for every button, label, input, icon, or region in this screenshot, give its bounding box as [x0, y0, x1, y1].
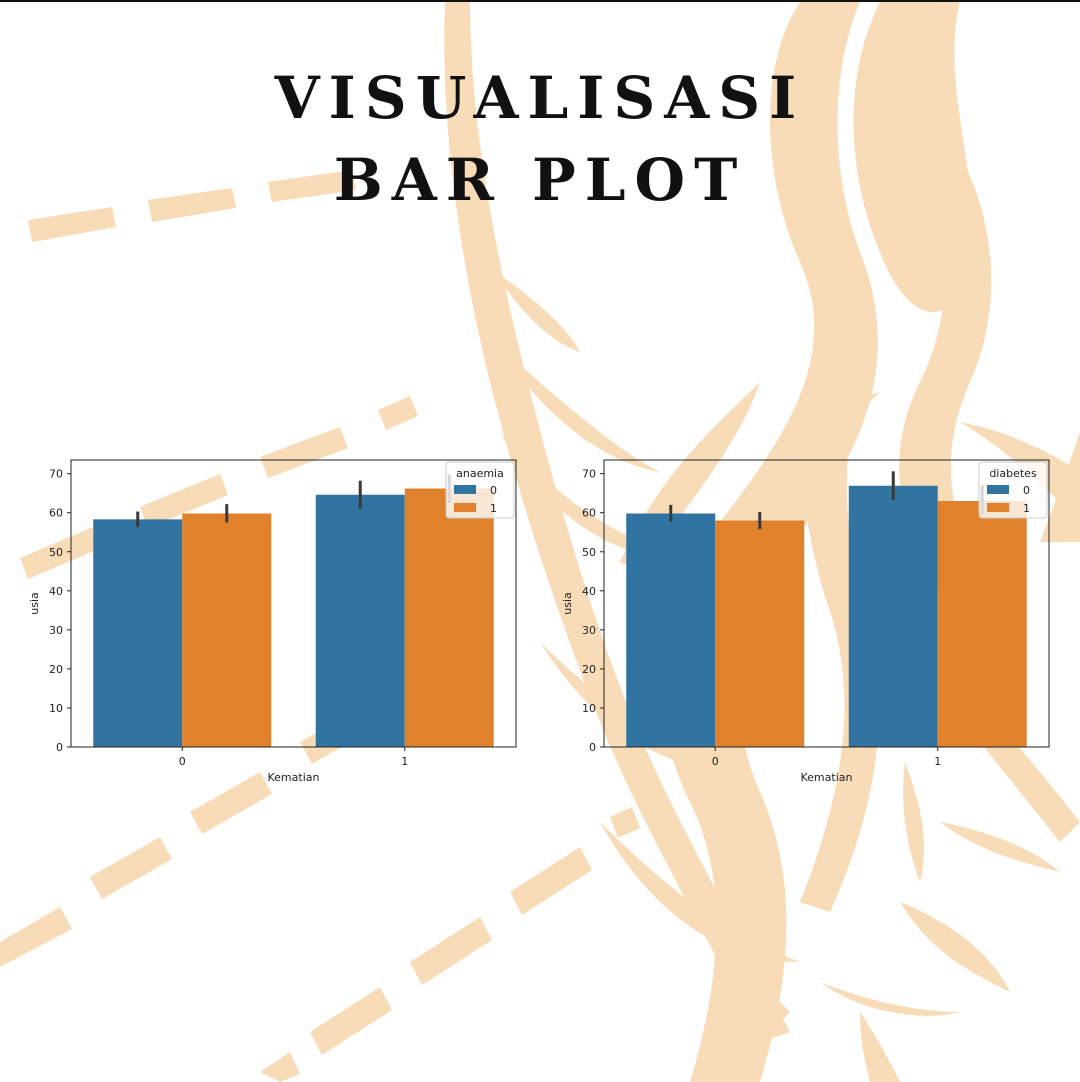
legend-swatch-0	[454, 485, 476, 494]
x-tick-label: 1	[401, 755, 408, 768]
legend-label-1: 1	[490, 502, 497, 515]
legend-title: diabetes	[989, 467, 1037, 480]
bar-series0-cat1	[315, 494, 405, 747]
legend-label-0: 0	[490, 484, 497, 497]
y-tick-label: 50	[582, 546, 596, 559]
legend-label-1: 1	[1023, 502, 1030, 515]
y-tick-label: 20	[582, 663, 596, 676]
legend-swatch-1	[454, 503, 476, 512]
y-tick-label: 0	[589, 741, 596, 754]
y-tick-label: 30	[49, 624, 63, 637]
legend-swatch-1	[987, 503, 1009, 512]
y-tick-label: 60	[582, 507, 596, 520]
x-axis-label: Kematian	[801, 771, 853, 784]
x-axis-label: Kematian	[268, 771, 320, 784]
y-axis-label: usia	[561, 592, 574, 615]
y-tick-label: 30	[582, 624, 596, 637]
legend-title: anaemia	[456, 467, 504, 480]
bar-series0-cat0	[93, 519, 183, 747]
y-tick-label: 0	[56, 741, 63, 754]
bar-series0-cat1	[848, 485, 938, 747]
bar-chart-diabetes: 0 10 20 30 40 50 60 70 0 1 Kematian usia diabetes 0 1	[543, 442, 1080, 802]
x-tick-label: 0	[179, 755, 186, 768]
legend-label-0: 0	[1023, 484, 1030, 497]
x-tick-label: 0	[712, 755, 719, 768]
bar-series1-cat0	[715, 520, 805, 747]
y-tick-label: 20	[49, 663, 63, 676]
chart-svg: 0 10 20 30 40 50 60 70 0 1 Kematian usia diabetes 0 1	[561, 459, 1050, 784]
y-tick-label: 10	[49, 702, 63, 715]
page-title-line2: BAR PLOT	[333, 146, 747, 214]
y-axis-label: usia	[28, 592, 41, 615]
bar-chart-anaemia: 0 10 20 30 40 50 60 70 0 1 Kematian usia anaemia 0 1	[10, 442, 550, 802]
y-tick-label: 70	[582, 468, 596, 481]
y-tick-label: 40	[49, 585, 63, 598]
bar-series1-cat1	[404, 488, 494, 747]
legend-swatch-0	[987, 485, 1009, 494]
y-tick-label: 70	[49, 468, 63, 481]
page-title-line1: VISUALISASI	[274, 64, 806, 132]
y-tick-label: 10	[582, 702, 596, 715]
y-tick-label: 40	[582, 585, 596, 598]
bar-series1-cat0	[182, 513, 272, 747]
bar-series1-cat1	[937, 501, 1027, 747]
bar-series0-cat0	[626, 513, 716, 747]
plot-frame	[603, 459, 1050, 748]
y-tick-label: 60	[49, 507, 63, 520]
chart-svg: 0 10 20 30 40 50 60 70 0 1 Kematian usia anaemia 0 1	[28, 459, 517, 784]
x-tick-label: 1	[934, 755, 941, 768]
y-tick-label: 50	[49, 546, 63, 559]
plot-frame	[70, 459, 517, 748]
